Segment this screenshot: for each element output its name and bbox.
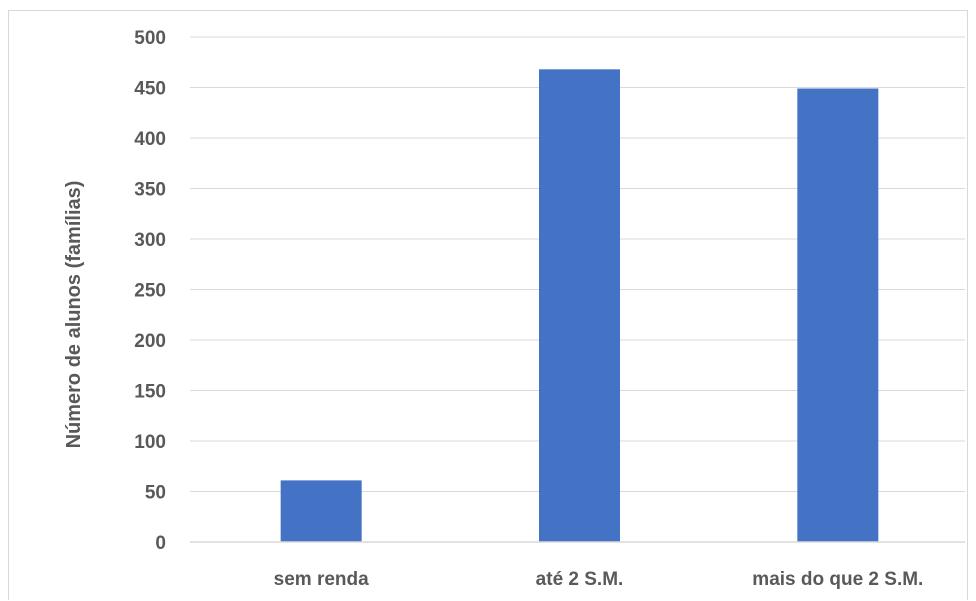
bars xyxy=(280,69,879,542)
bar-1 xyxy=(280,480,362,542)
y-tick-label: 250 xyxy=(134,281,166,302)
y-tick-label: 350 xyxy=(134,180,166,201)
y-tick-label: 150 xyxy=(134,382,166,403)
y-tick-label: 0 xyxy=(155,533,166,554)
y-axis-ticks: 0 50 100 150 200 250 300 350 400 450 500 xyxy=(134,28,166,554)
y-tick-label: 500 xyxy=(134,28,166,49)
x-category-label: sem renda xyxy=(274,569,369,590)
bar-3 xyxy=(797,88,879,542)
x-category-label: até 2 S.M. xyxy=(536,569,624,590)
bar-2 xyxy=(539,69,620,542)
x-category-label: mais do que 2 S.M. xyxy=(752,569,923,590)
y-tick-label: 50 xyxy=(145,483,166,504)
x-axis-categories: sem renda até 2 S.M. mais do que 2 S.M. xyxy=(274,569,924,590)
y-tick-label: 300 xyxy=(134,230,166,251)
y-tick-label: 450 xyxy=(134,79,166,100)
y-tick-label: 400 xyxy=(134,129,166,150)
y-tick-label: 200 xyxy=(134,331,166,352)
y-tick-label: 100 xyxy=(134,432,166,453)
y-axis-title: Número de alunos (famílias) xyxy=(63,181,85,449)
